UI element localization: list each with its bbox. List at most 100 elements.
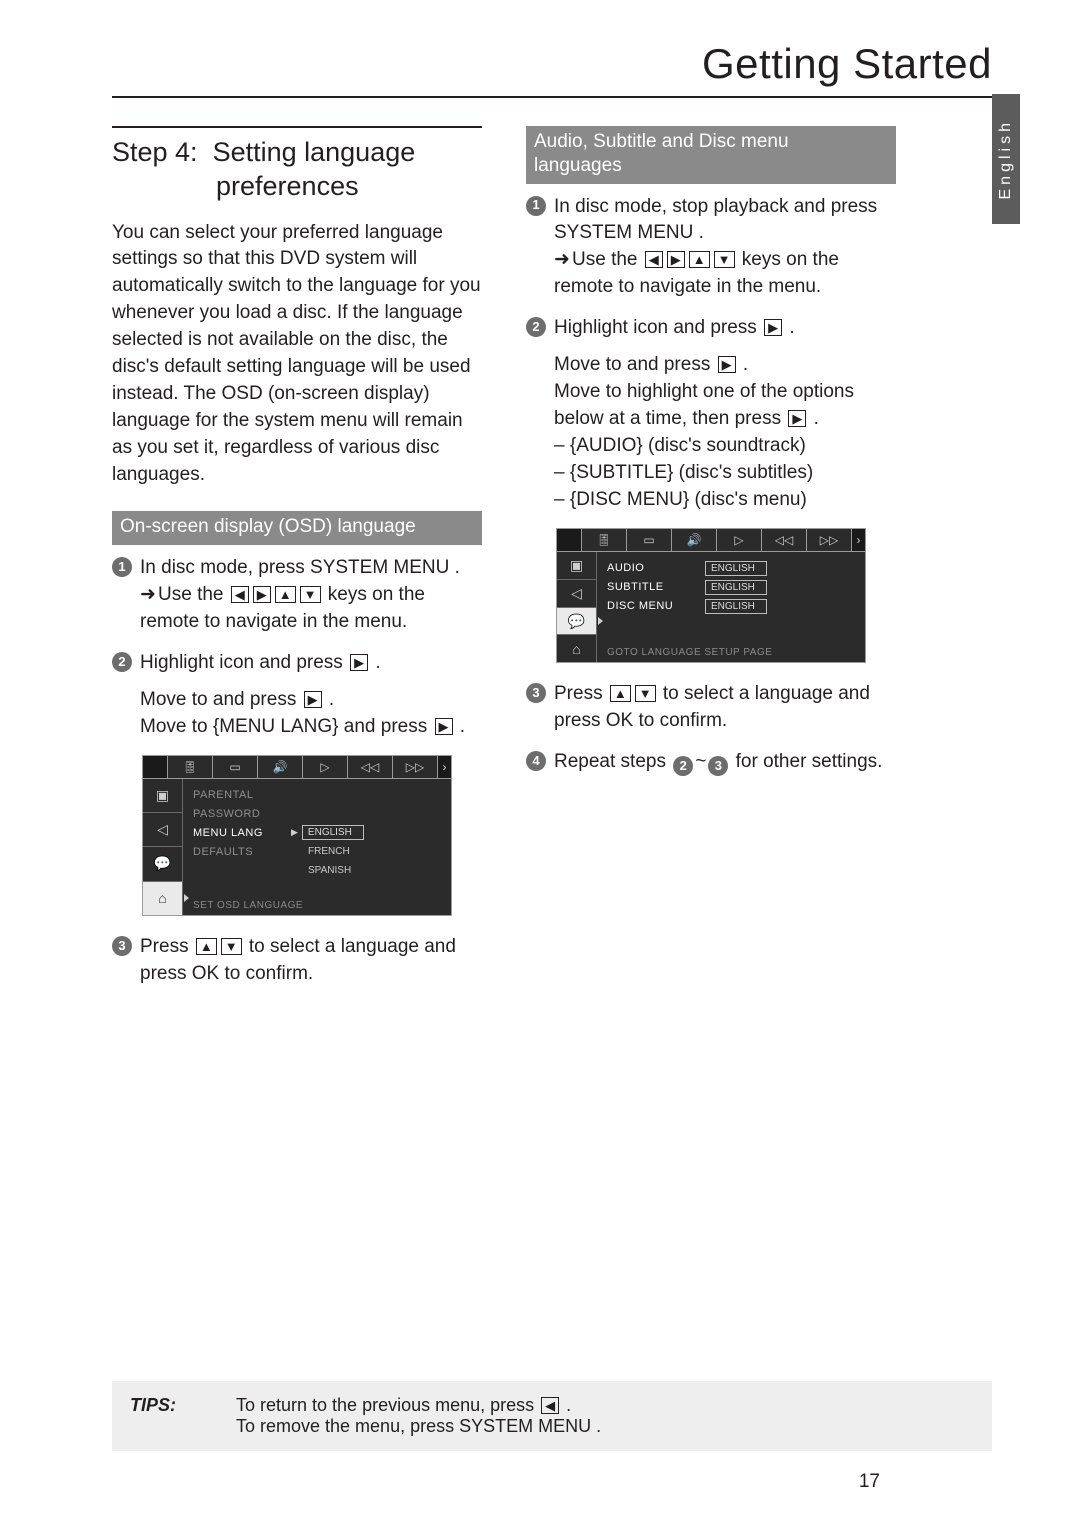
osd-tab-icon: ▭ [627, 528, 672, 552]
osd-side-icon: 💬 [557, 608, 597, 636]
step-badge-2: 2 [526, 317, 546, 337]
step-label: Step 4: [112, 137, 198, 167]
up-key-icon: ▲ [275, 586, 296, 603]
osd-side-icon: ◁ [557, 580, 597, 608]
osd-tab-icon: 🎚 [168, 755, 213, 779]
right-step-3: 3 Press ▲▼ to select a language and pres… [526, 681, 896, 735]
right-key-icon: ▶ [304, 691, 322, 708]
osd-side-icon: 💬 [143, 847, 183, 881]
option-audio: {AUDIO} (disc's soundtrack) [554, 433, 896, 460]
right-key-icon: ▶ [350, 654, 368, 671]
right-step-4: 4 Repeat steps 2~3 for other settings. [526, 749, 896, 776]
option-discmenu: {DISC MENU} (disc's menu) [554, 487, 896, 514]
osd-side-icon: ▣ [143, 779, 183, 813]
right-steps-cont: 3 Press ▲▼ to select a language and pres… [526, 681, 896, 776]
left-step-3: 3 Press ▲▼ to select a language and pres… [112, 934, 482, 988]
osd-tab-icon: 🔊 [672, 528, 717, 552]
caret-icon: ▶ [291, 827, 298, 838]
option-subtitle: {SUBTITLE} (disc's subtitles) [554, 460, 896, 487]
osd-side-tabs: ▣ ◁ 💬 ⌂ [143, 779, 183, 915]
right-key-icon: ▶ [718, 356, 736, 373]
audio-subheading: Audio, Subtitle and Disc menu languages [526, 126, 896, 184]
right-key-icon: ▶ [435, 718, 453, 735]
page-number: 17 [859, 1471, 880, 1493]
right-step-2: 2 Highlight icon and press ▶ . Move to a… [526, 315, 896, 514]
osd-value: ENGLISH [705, 580, 767, 595]
osd-subheading: On-screen display (OSD) language [112, 511, 482, 545]
right-key-icon: ▶ [788, 410, 806, 427]
osd-main-panel: PARENTAL PASSWORD MENU LANG ▶ ENGLISH DEFA… [183, 779, 451, 915]
osd-item: SUBTITLE [607, 581, 699, 593]
step-badge-4: 4 [526, 751, 546, 771]
left-step-1: 1 In disc mode, press SYSTEM MENU . ➜Use… [112, 555, 482, 636]
step-badge-1: 1 [526, 196, 546, 216]
step-heading: Step 4: Setting language preferences [112, 126, 482, 204]
up-key-icon: ▲ [196, 938, 217, 955]
osd-tab-icon: › [852, 528, 866, 552]
left-step-2: 2 Highlight icon and press ▶ . Move to a… [112, 650, 482, 741]
osd-tab-icon: ◁◁ [762, 528, 807, 552]
osd-item: AUDIO [607, 562, 699, 574]
osd-top-tabs: 🎚 ▭ 🔊 ▷ ◁◁ ▷▷ › [142, 755, 452, 779]
right-key-icon: ▶ [764, 319, 782, 336]
osd-screenshot-menulang: 🎚 ▭ 🔊 ▷ ◁◁ ▷▷ › ▣ ◁ 💬 ⌂ PA [142, 755, 452, 916]
left-key-icon: ◀ [645, 251, 663, 268]
step-badge-3-inline: 3 [708, 756, 728, 776]
step-title-line1: Setting language [213, 137, 416, 167]
osd-tab-icon: 🎚 [582, 528, 627, 552]
osd-item: DISC MENU [607, 600, 699, 612]
tips-band: TIPS: To return to the previous menu, pr… [112, 1381, 992, 1451]
osd-side-tabs: ▣ ◁ 💬 ⌂ [557, 552, 597, 662]
step-title-line2: preferences [112, 170, 482, 204]
osd-tab-icon: › [438, 755, 452, 779]
language-tab: English [992, 94, 1020, 224]
osd-item: PARENTAL [193, 789, 285, 801]
osd-footer: GOTO LANGUAGE SETUP PAGE [607, 617, 857, 658]
osd-footer: SET OSD LANGUAGE [193, 882, 443, 911]
left-column: Step 4: Setting language preferences You… [112, 126, 482, 1002]
left-key-icon: ◀ [231, 586, 249, 603]
osd-main-panel: AUDIOENGLISH SUBTITLEENGLISH DISC MENUEN… [597, 552, 865, 662]
osd-tab-icon [556, 528, 582, 552]
manual-page: Getting Started English Step 4: Setting … [0, 0, 1080, 1529]
left-key-icon: ◀ [541, 1397, 559, 1414]
step-badge-1: 1 [112, 557, 132, 577]
osd-value: ENGLISH [705, 599, 767, 614]
osd-screenshot-langsetup: 🎚 ▭ 🔊 ▷ ◁◁ ▷▷ › ▣ ◁ 💬 ⌂ AU [556, 528, 866, 663]
osd-item: DEFAULTS [193, 846, 285, 858]
osd-tab-icon: ▷ [717, 528, 762, 552]
left-steps: 1 In disc mode, press SYSTEM MENU . ➜Use… [112, 555, 482, 741]
page-title: Getting Started [112, 40, 992, 98]
osd-value: ENGLISH [302, 825, 364, 840]
osd-side-icon: ⌂ [557, 635, 597, 662]
osd-tab-icon: 🔊 [258, 755, 303, 779]
osd-tab-icon: ▷▷ [393, 755, 438, 779]
osd-side-icon: ⌂ [143, 882, 183, 915]
left-steps-cont: 3 Press ▲▼ to select a language and pres… [112, 934, 482, 988]
tips-label: TIPS: [130, 1395, 200, 1437]
osd-top-tabs: 🎚 ▭ 🔊 ▷ ◁◁ ▷▷ › [556, 528, 866, 552]
down-key-icon: ▼ [221, 938, 242, 955]
step-badge-3: 3 [112, 936, 132, 956]
osd-value: SPANISH [303, 864, 365, 877]
step-badge-3: 3 [526, 683, 546, 703]
osd-tab-icon: ▷ [303, 755, 348, 779]
up-key-icon: ▲ [689, 251, 710, 268]
right-key-icon: ▶ [667, 251, 685, 268]
intro-paragraph: You can select your preferred language s… [112, 220, 482, 490]
osd-tab-icon: ▭ [213, 755, 258, 779]
arrow-indent-icon: ➜ [140, 582, 158, 609]
up-key-icon: ▲ [610, 685, 631, 702]
osd-item-active: MENU LANG [193, 827, 285, 839]
osd-tab-icon: ▷▷ [807, 528, 852, 552]
arrow-indent-icon: ➜ [554, 247, 572, 274]
osd-tab-icon [142, 755, 168, 779]
osd-item: PASSWORD [193, 808, 285, 820]
step-badge-2: 2 [112, 652, 132, 672]
option-list: {AUDIO} (disc's soundtrack) {SUBTITLE} (… [554, 433, 896, 514]
osd-side-icon: ◁ [143, 813, 183, 847]
down-key-icon: ▼ [300, 586, 321, 603]
right-steps: 1 In disc mode, stop playback and press … [526, 194, 896, 515]
right-step-1: 1 In disc mode, stop playback and press … [526, 194, 896, 302]
right-column: Audio, Subtitle and Disc menu languages … [526, 126, 896, 1002]
